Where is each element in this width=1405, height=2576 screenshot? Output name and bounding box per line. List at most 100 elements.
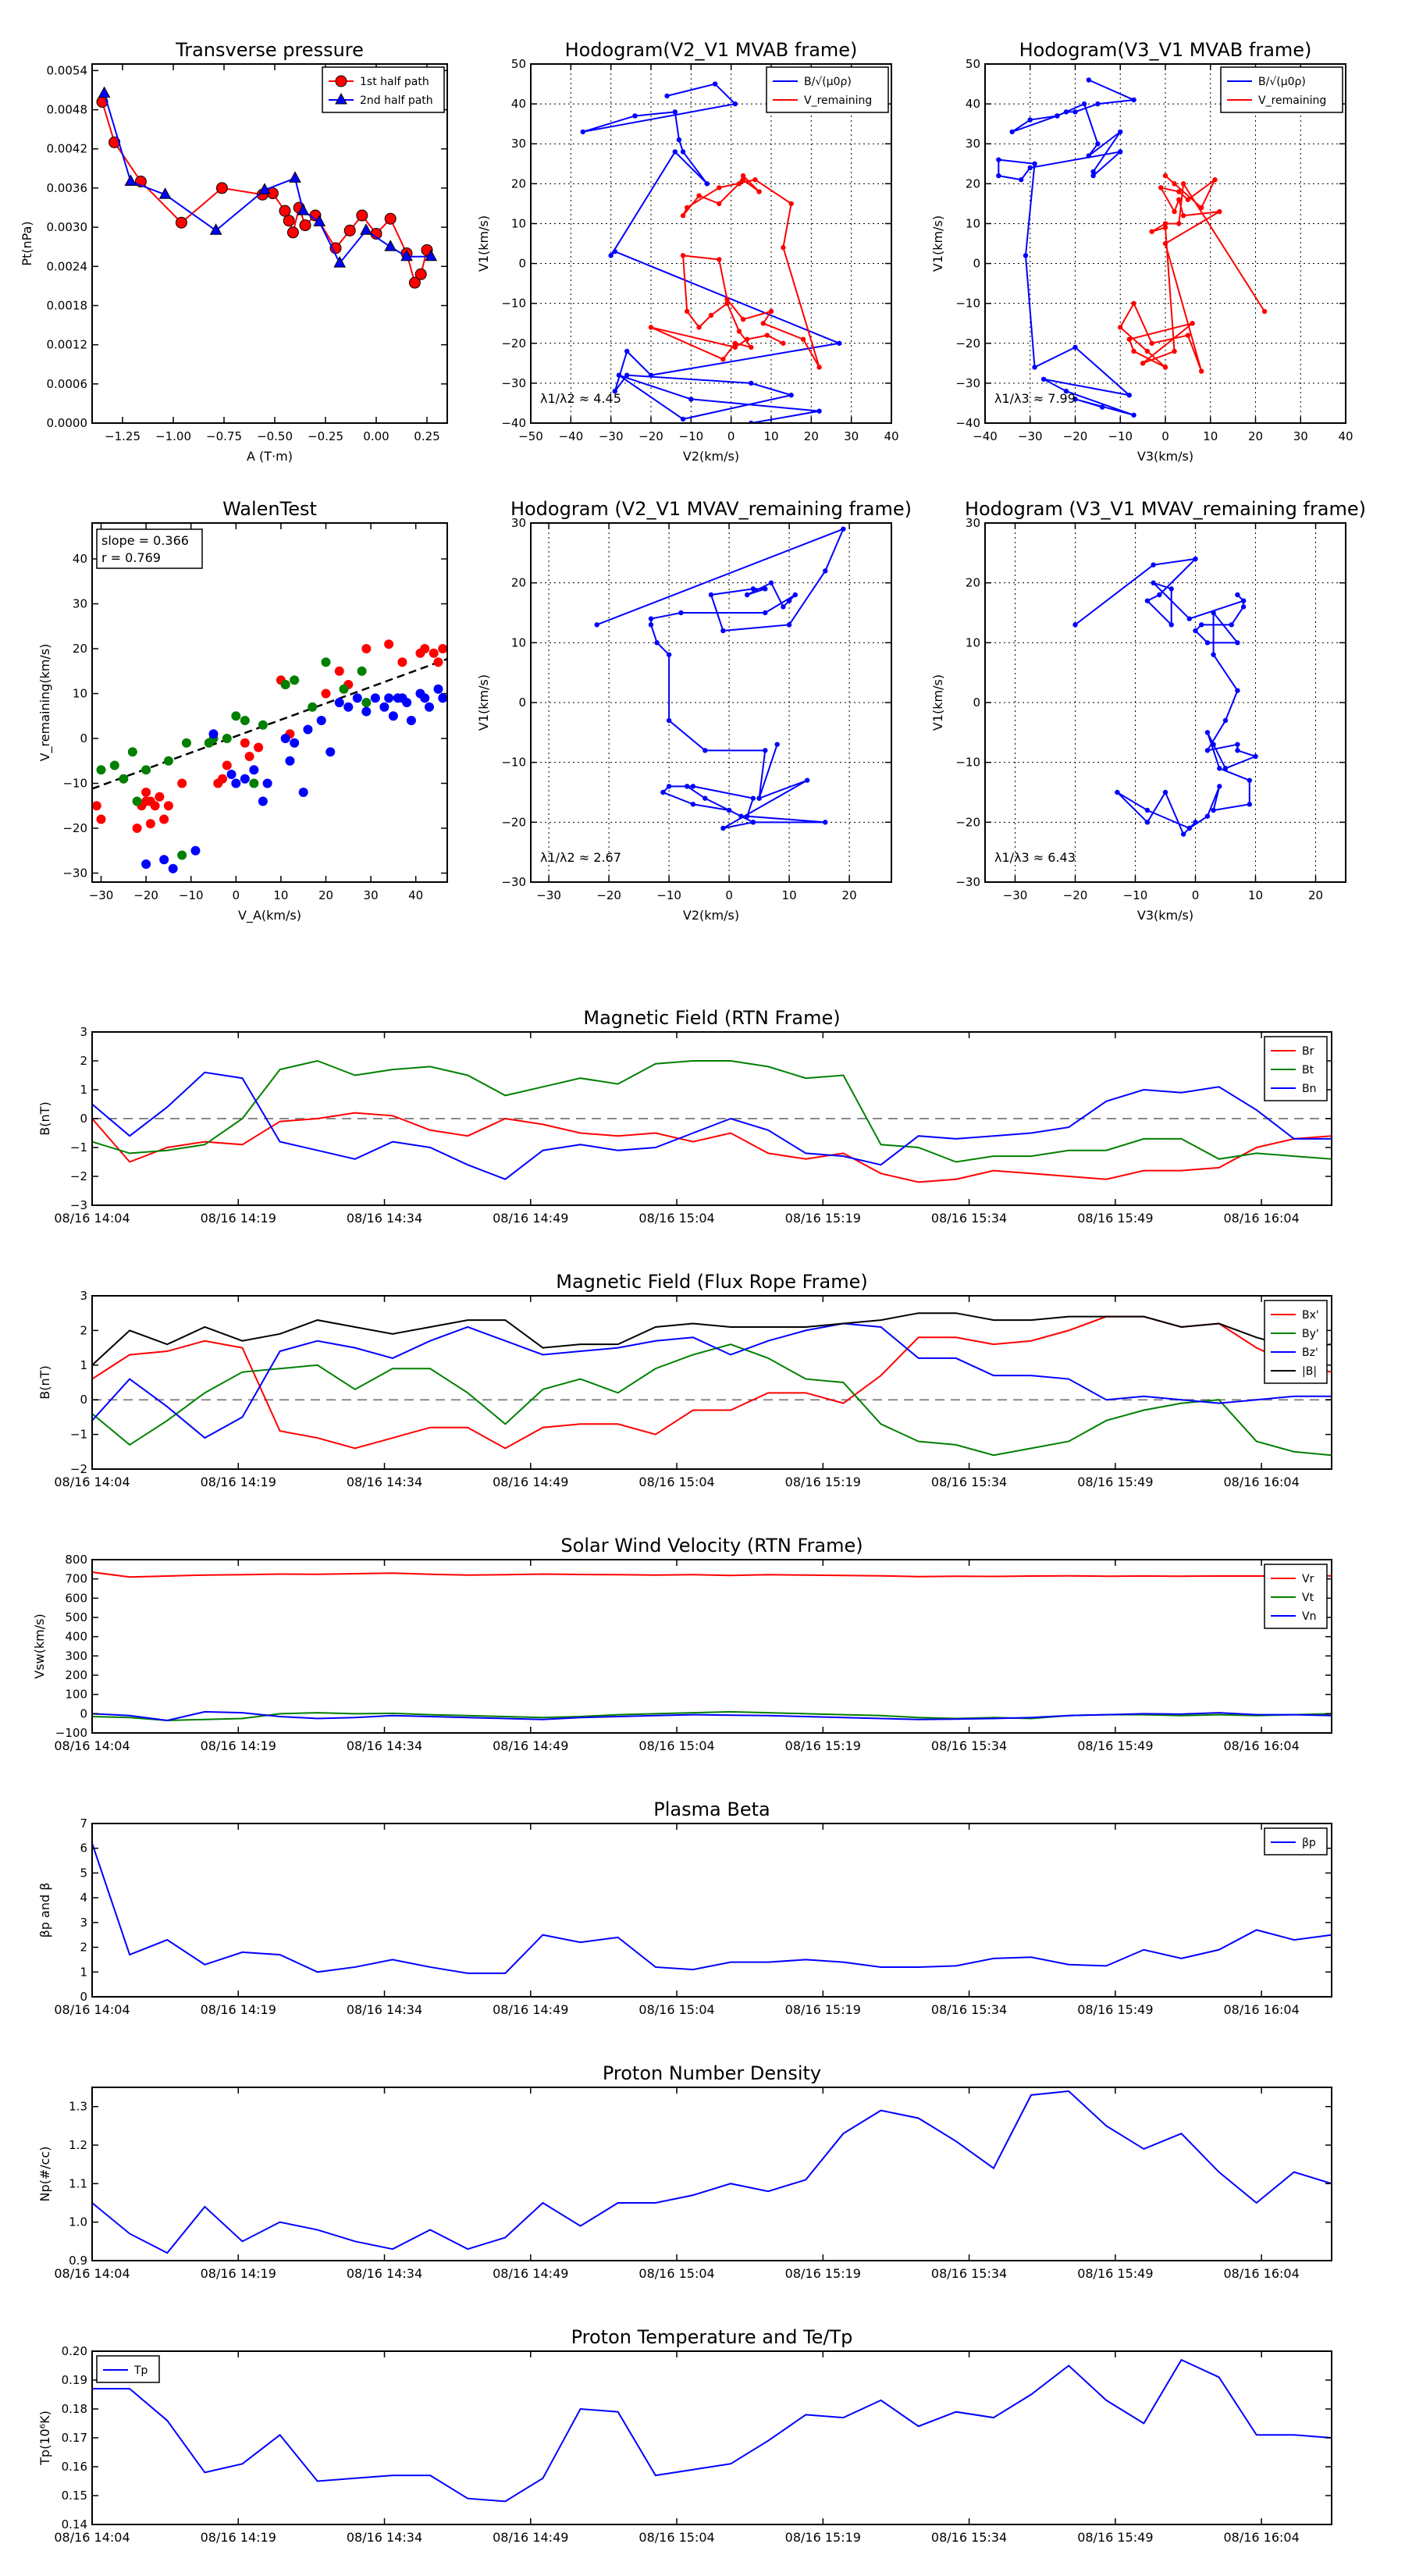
- data-point: [1222, 766, 1229, 771]
- data-point: [290, 675, 300, 685]
- data-point: [335, 92, 347, 105]
- x-tick-label: −1.25: [105, 429, 140, 443]
- data-point: [360, 223, 372, 235]
- data-point: [316, 716, 326, 725]
- data-point: [1086, 77, 1092, 83]
- y-axis-label: V1(km/s): [930, 674, 945, 731]
- data-point: [732, 344, 738, 350]
- x-tick-label: −30: [1018, 429, 1043, 443]
- y-tick-label: 800: [65, 1553, 87, 1567]
- y-tick-label: 5: [80, 1866, 87, 1880]
- y-tick-label: 30: [966, 516, 980, 530]
- data-point: [781, 340, 786, 346]
- data-point: [1211, 807, 1216, 813]
- x-tick-label: 08/16 14:49: [493, 2530, 568, 2545]
- y-tick-label: 2: [80, 1054, 87, 1068]
- y-tick-label: 10: [966, 635, 980, 649]
- data-point: [1240, 604, 1247, 610]
- y-tick-label: 0.19: [62, 2373, 87, 2387]
- y-tick-label: 600: [65, 1591, 87, 1605]
- data-point: [763, 610, 768, 616]
- data-point: [361, 644, 372, 653]
- data-point: [218, 774, 228, 784]
- data-point: [632, 113, 638, 119]
- chart-title: Solar Wind Velocity (RTN Frame): [560, 1535, 863, 1557]
- data-point: [764, 333, 770, 338]
- data-point: [1095, 101, 1101, 107]
- eigen-ratio-annotation: λ1/λ2 ≈ 4.45: [540, 391, 621, 406]
- data-point: [1131, 412, 1136, 418]
- data-point: [299, 219, 311, 232]
- x-tick-label: −20: [638, 429, 663, 443]
- legend-box: [766, 66, 889, 113]
- data-point: [1240, 598, 1247, 603]
- y-tick-label: 0.0000: [47, 416, 88, 430]
- data-point: [996, 157, 1001, 162]
- data-point: [1118, 325, 1123, 330]
- x-tick-label: 08/16 15:04: [638, 1738, 714, 1753]
- data-point: [660, 789, 666, 795]
- y-tick-label: 50: [966, 57, 980, 71]
- data-point: [672, 109, 678, 115]
- data-point: [1176, 197, 1182, 202]
- x-tick-label: 08/16 14:19: [201, 2002, 276, 2017]
- x-tick-label: 08/16 15:34: [931, 2530, 1007, 2545]
- y-tick-label: 30: [511, 516, 526, 530]
- data-point: [1190, 321, 1195, 326]
- data-point: [666, 652, 672, 657]
- x-tick-label: −30: [599, 429, 624, 443]
- y-tick-label: −2: [70, 1462, 87, 1476]
- x-tick-label: −20: [1063, 429, 1088, 443]
- y-axis-label: B(nT): [37, 1365, 52, 1399]
- data-point: [357, 666, 367, 676]
- series-line-vremaining: [1119, 175, 1265, 372]
- walen-r-text: r = 0.769: [101, 550, 161, 565]
- data-point: [177, 850, 187, 860]
- data-point: [1162, 365, 1168, 370]
- y-tick-label: 50: [511, 57, 526, 71]
- chart-hodo2: −40 −30 −20 −10 0 10 20 30 40 −40 −30 −20 −10 0 10 20 30…: [930, 39, 1353, 464]
- x-tick-label: 08/16 15:19: [785, 1475, 861, 1489]
- fit-line: [92, 658, 447, 790]
- data-point: [1151, 580, 1156, 585]
- data-point: [750, 586, 756, 592]
- x-axis-label: V3(km/s): [1137, 449, 1193, 464]
- data-point: [1162, 221, 1168, 226]
- plot-area: [92, 639, 447, 873]
- data-point: [132, 796, 142, 806]
- x-tick-label: −10: [679, 429, 704, 443]
- data-point: [685, 784, 690, 789]
- data-point: [1144, 598, 1151, 603]
- data-point: [1162, 225, 1168, 230]
- data-point: [726, 807, 732, 813]
- data-point: [1247, 777, 1253, 783]
- series-line-p: [92, 1843, 1332, 1974]
- x-tick-label: 08/16 14:49: [493, 1475, 568, 1489]
- y-tick-label: 0.0042: [47, 142, 88, 156]
- chart-tp: 08/16 14:04 08/16 14:19 08/16 14:34 08/16 1…: [37, 2326, 1332, 2545]
- data-point: [749, 380, 754, 386]
- y-tick-label: 7: [80, 1816, 87, 1831]
- data-point: [717, 185, 722, 190]
- data-point: [1217, 208, 1222, 215]
- y-axis-label: V_remaining(km/s): [37, 644, 53, 762]
- x-tick-label: 08/16 15:34: [931, 1475, 1007, 1489]
- y-tick-label: 0.0018: [47, 298, 88, 312]
- y-tick-label: 3: [80, 1025, 87, 1039]
- y-tick-label: 0.20: [62, 2344, 87, 2358]
- chart-title: Magnetic Field (Flux Rope Frame): [556, 1271, 867, 1293]
- x-tick-label: 08/16 14:34: [347, 2002, 422, 2017]
- data-point: [132, 824, 142, 833]
- y-tick-label: 30: [511, 137, 526, 151]
- data-point: [672, 149, 678, 155]
- data-point: [1211, 742, 1216, 747]
- data-point: [702, 748, 708, 753]
- data-point: [163, 801, 173, 811]
- chart-title: WalenTest: [222, 498, 317, 520]
- y-tick-label: −10: [62, 777, 87, 791]
- data-point: [127, 747, 137, 757]
- data-point: [397, 657, 407, 667]
- x-tick-label: −0.50: [257, 429, 293, 443]
- data-point: [415, 648, 425, 658]
- axes-frame: [91, 1295, 1332, 1470]
